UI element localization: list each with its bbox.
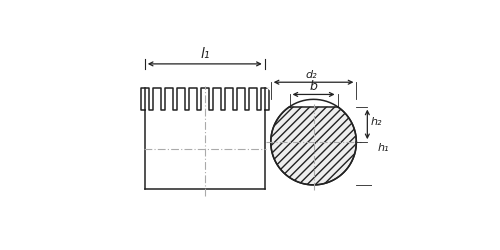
Text: h₁: h₁: [378, 143, 389, 153]
Text: d₂: d₂: [306, 70, 317, 80]
Text: l₁: l₁: [200, 48, 209, 62]
Polygon shape: [266, 87, 361, 107]
Text: b: b: [310, 80, 318, 93]
Text: h₂: h₂: [370, 117, 382, 127]
Polygon shape: [271, 99, 356, 185]
